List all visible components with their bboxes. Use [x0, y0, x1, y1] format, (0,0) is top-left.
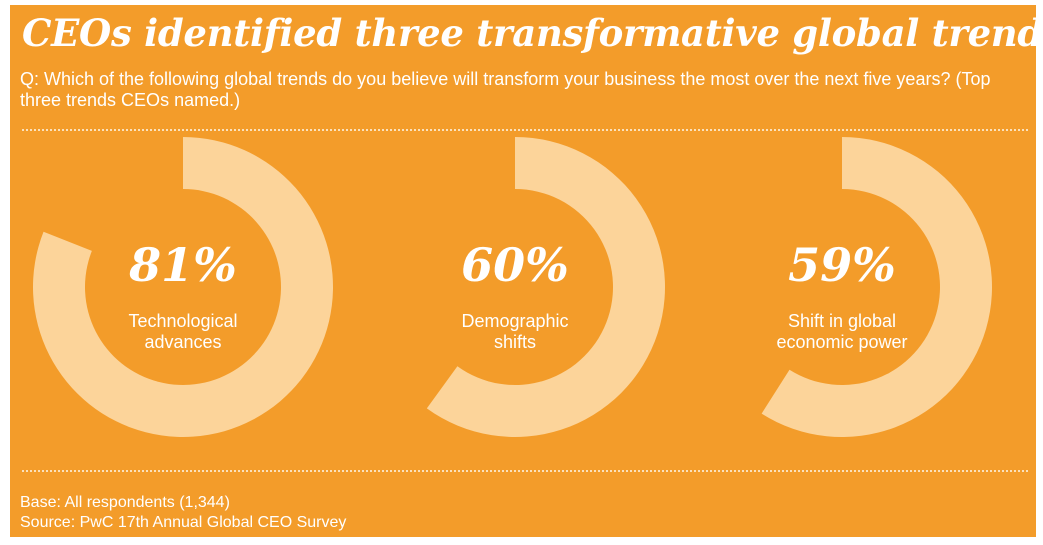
donut-value-label: 81%	[128, 238, 237, 292]
donut-value-label: 59%	[788, 238, 896, 292]
donut-arc	[32, 137, 334, 437]
donut-category-label: Shift in global	[788, 311, 896, 331]
infographic-panel: CEOs identified three transformative glo…	[10, 5, 1043, 537]
survey-question: Q: Which of the following global trends …	[20, 69, 991, 110]
donut-value-label: 60%	[461, 238, 569, 292]
donut-arc	[426, 137, 666, 437]
bottom-divider	[22, 470, 1028, 472]
donut-category-label: economic power	[776, 332, 907, 352]
top-divider	[22, 129, 1028, 131]
donut-arc	[761, 137, 992, 437]
donut-category-label: Technological	[128, 311, 237, 331]
donut-category-label: advances	[144, 332, 221, 352]
donut-category-label: shifts	[494, 332, 536, 352]
footer: Base: All respondents (1,344) Source: Pw…	[20, 493, 346, 533]
base-note: Base: All respondents (1,344)	[20, 494, 230, 511]
source-note: Source: PwC 17th Annual Global CEO Surve…	[20, 514, 347, 531]
page-title: CEOs identified three transformative glo…	[22, 11, 1043, 55]
donut-category-label: Demographic	[461, 311, 568, 331]
